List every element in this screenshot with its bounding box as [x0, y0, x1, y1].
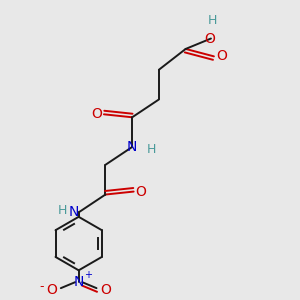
Text: O: O [204, 32, 215, 46]
Text: O: O [91, 107, 102, 121]
Text: -: - [39, 280, 44, 293]
Text: H: H [147, 143, 156, 157]
Text: N: N [69, 206, 80, 219]
Text: H: H [58, 204, 67, 218]
Text: O: O [100, 283, 111, 297]
Text: O: O [216, 50, 227, 63]
Text: N: N [74, 275, 84, 289]
Text: O: O [136, 184, 146, 199]
Text: O: O [46, 283, 57, 297]
Text: N: N [127, 140, 137, 154]
Text: +: + [84, 270, 92, 280]
Text: H: H [208, 14, 217, 27]
